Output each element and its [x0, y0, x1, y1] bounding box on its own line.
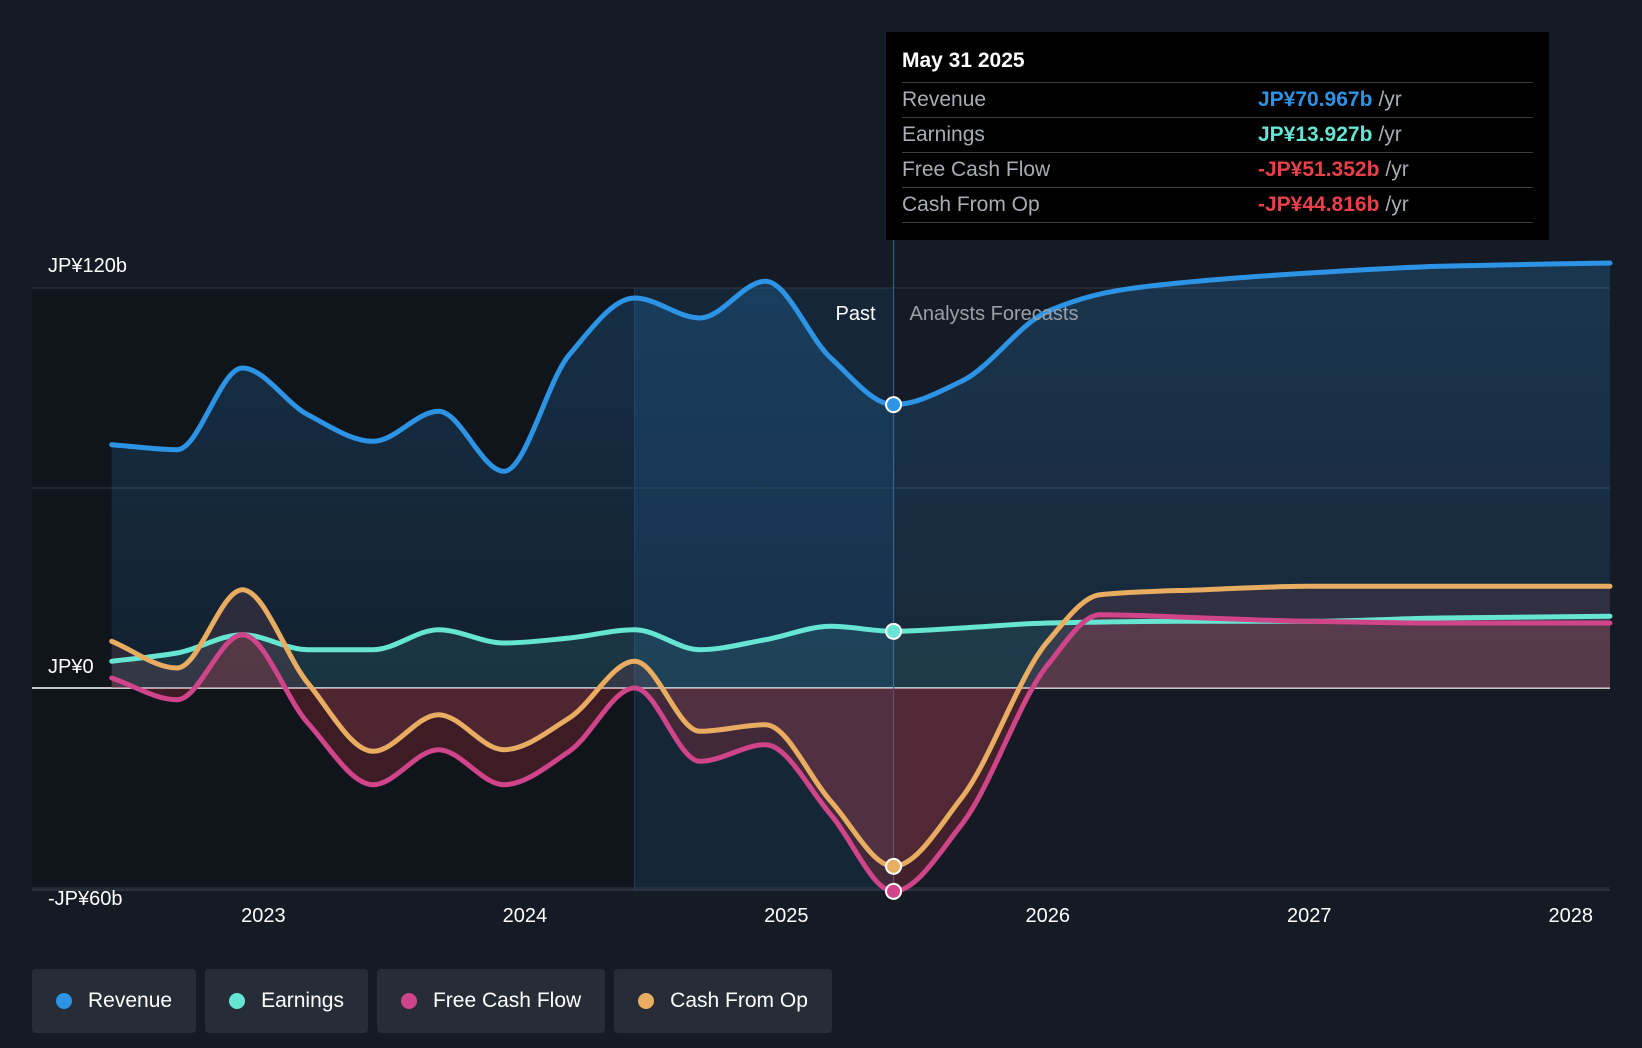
tooltip: May 31 2025 Revenue JP¥70.967b /yr Earni…: [886, 32, 1549, 240]
legend-label: Free Cash Flow: [432, 989, 582, 1012]
tooltip-row-earnings: Earnings JP¥13.927b /yr: [902, 117, 1533, 152]
tooltip-row-revenue: Revenue JP¥70.967b /yr: [902, 82, 1533, 117]
legend-label: Revenue: [88, 989, 173, 1012]
legend-item-free-cash-flow[interactable]: Free Cash Flow: [376, 969, 606, 1033]
x-tick-label: 2024: [503, 905, 548, 927]
tooltip-date: May 31 2025: [902, 49, 1025, 72]
tooltip-value: -JP¥44.816b: [1258, 193, 1380, 216]
tooltip-value: JP¥13.927b: [1258, 123, 1373, 146]
forecast-label: Analysts Forecasts: [910, 303, 1079, 325]
y-tick-label: -JP¥60b: [48, 888, 123, 910]
x-tick-label: 2027: [1287, 905, 1332, 927]
legend-item-revenue[interactable]: Revenue: [32, 969, 197, 1033]
tooltip-row-free-cash-flow: Free Cash Flow -JP¥51.352b /yr: [902, 152, 1533, 187]
point-marker-revenue: [885, 396, 903, 414]
tooltip-label: Free Cash Flow: [902, 158, 1051, 181]
x-tick-label: 2026: [1026, 905, 1071, 927]
past-label: Past: [835, 303, 875, 325]
area-cash-from-op: [111, 586, 1611, 867]
area-free-cash-flow: [111, 614, 1611, 892]
series-line-cash-from-op: [109, 583, 1613, 869]
tooltip-row-cash-from-op: Cash From Op -JP¥44.816b /yr: [902, 187, 1533, 223]
point-marker-free-cash-flow: [885, 882, 903, 900]
x-tick-label: 2023: [241, 905, 286, 927]
tooltip-unit: /yr: [1378, 123, 1402, 146]
area-revenue: [111, 263, 1611, 688]
tooltip-unit: /yr: [1385, 158, 1409, 181]
point-marker-cash-from-op: [885, 857, 903, 875]
legend-dot-icon: [638, 993, 655, 1009]
tooltip-label: Revenue: [902, 88, 987, 111]
legend-dot-icon: [229, 993, 246, 1009]
tooltip-unit: /yr: [1378, 88, 1402, 111]
tooltip-value: JP¥70.967b: [1258, 88, 1373, 111]
chart: JP¥120b JP¥0 -JP¥60b 2023 2024 2025 2026 2027 20…: [32, 238, 1613, 927]
area-earnings: [111, 616, 1611, 688]
tooltip-label: Cash From Op: [902, 193, 1040, 216]
y-tick-label: JP¥120b: [48, 255, 127, 277]
tooltip-value: -JP¥51.352b: [1258, 158, 1380, 181]
legend: Revenue Earnings Free Cash Flow Cash Fro…: [32, 969, 832, 1033]
tooltip-label: Earnings: [902, 123, 985, 146]
legend-item-cash-from-op[interactable]: Cash From Op: [614, 969, 832, 1033]
series-line-revenue: [109, 260, 1613, 474]
legend-dot-icon: [56, 993, 72, 1009]
legend-dot-icon: [400, 993, 417, 1009]
x-tick-label: 2028: [1549, 905, 1594, 927]
x-tick-label: 2025: [764, 905, 809, 927]
tooltip-unit: /yr: [1385, 193, 1409, 216]
y-tick-label: JP¥0: [48, 656, 94, 678]
point-marker-earnings: [885, 622, 903, 640]
legend-label: Cash From Op: [670, 989, 808, 1012]
legend-item-earnings[interactable]: Earnings: [205, 969, 368, 1033]
legend-label: Earnings: [261, 989, 344, 1012]
series-line-free-cash-flow: [109, 612, 1613, 894]
